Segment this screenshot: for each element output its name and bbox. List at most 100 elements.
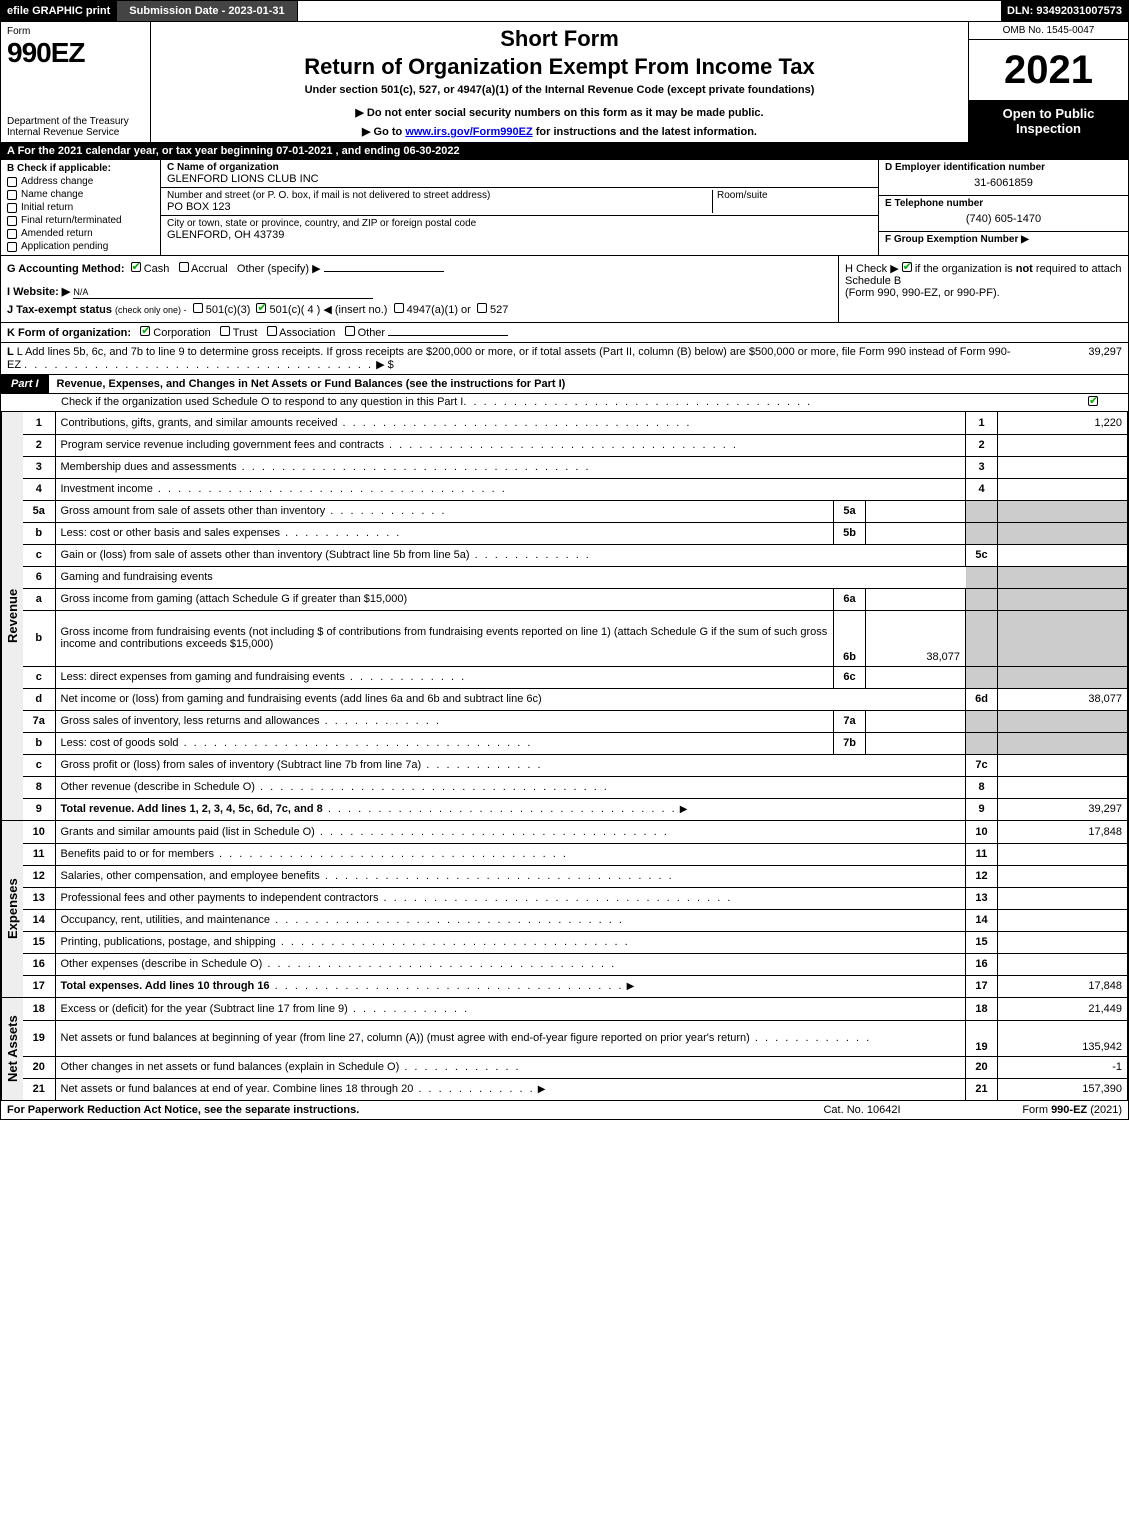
- l5a-sl: 5a: [834, 500, 866, 522]
- line-6c: c Less: direct expenses from gaming and …: [23, 666, 1128, 688]
- l6b-sv: 38,077: [866, 610, 966, 666]
- line-7a: 7a Gross sales of inventory, less return…: [23, 710, 1128, 732]
- block-bcdef: B Check if applicable: Address change Na…: [0, 160, 1129, 256]
- chk-address-change[interactable]: [7, 177, 17, 187]
- line-3: 3 Membership dues and assessments 3: [23, 456, 1128, 478]
- room-suite-label: Room/suite: [712, 190, 872, 213]
- line-5a: 5a Gross amount from sale of assets othe…: [23, 500, 1128, 522]
- l15-amt: [998, 931, 1128, 953]
- chk-schedule-o-part1[interactable]: [1088, 396, 1098, 406]
- row-k: K Form of organization: Corporation Trus…: [0, 323, 1129, 343]
- l5c-desc: Gain or (loss) from sale of assets other…: [55, 544, 966, 566]
- chk-cash[interactable]: [131, 262, 141, 272]
- section-def: D Employer identification number 31-6061…: [878, 160, 1128, 255]
- l4-ln: 4: [966, 478, 998, 500]
- l17-amt: 17,848: [998, 975, 1128, 997]
- l5c-ln: 5c: [966, 544, 998, 566]
- ssn-warning: ▶ Do not enter social security numbers o…: [159, 106, 960, 119]
- l19-num: 19: [23, 1020, 55, 1056]
- l10-num: 10: [23, 821, 55, 843]
- line-4: 4 Investment income 4: [23, 478, 1128, 500]
- l5b-sv: [866, 522, 966, 544]
- line-16: 16 Other expenses (describe in Schedule …: [23, 953, 1128, 975]
- line-11: 11 Benefits paid to or for members 11: [23, 843, 1128, 865]
- gh-left: G Accounting Method: Cash Accrual Other …: [1, 256, 838, 322]
- l7c-ln: 7c: [966, 754, 998, 776]
- chk-application-pending[interactable]: [7, 242, 17, 252]
- line-9: 9 Total revenue. Add lines 1, 2, 3, 4, 5…: [23, 798, 1128, 820]
- l12-amt: [998, 865, 1128, 887]
- l7b-sl: 7b: [834, 732, 866, 754]
- l17-desc: Total expenses. Add lines 10 through 16 …: [55, 975, 966, 997]
- l16-ln: 16: [966, 953, 998, 975]
- chk-name-change[interactable]: [7, 190, 17, 200]
- l3-desc: Membership dues and assessments: [55, 456, 966, 478]
- h-text5: (Form 990, 990-EZ, or 990-PF).: [845, 287, 1000, 299]
- chk-final-return[interactable]: [7, 216, 17, 226]
- chk-527[interactable]: [477, 303, 487, 313]
- irs-link[interactable]: www.irs.gov/Form990EZ: [405, 126, 532, 138]
- chk-corporation[interactable]: [140, 326, 150, 336]
- l5b-num: b: [23, 522, 55, 544]
- top-bar: efile GRAPHIC print Submission Date - 20…: [0, 0, 1129, 22]
- goto-note: ▶ Go to www.irs.gov/Form990EZ for instru…: [159, 125, 960, 138]
- l17-ln: 17: [966, 975, 998, 997]
- l7a-ln-grey: [966, 710, 998, 732]
- revenue-lines: 1 Contributions, gifts, grants, and simi…: [23, 412, 1128, 820]
- chk-schedule-b[interactable]: [902, 262, 912, 272]
- chk-trust[interactable]: [220, 326, 230, 336]
- l19-ln: 19: [966, 1020, 998, 1056]
- lbl-accrual: Accrual: [191, 263, 228, 275]
- l-amount: 39,297: [1022, 346, 1122, 371]
- chk-accrual[interactable]: [179, 262, 189, 272]
- l14-num: 14: [23, 909, 55, 931]
- line-10: 10 Grants and similar amounts paid (list…: [23, 821, 1128, 843]
- l18-num: 18: [23, 998, 55, 1020]
- chk-association[interactable]: [267, 326, 277, 336]
- l2-ln: 2: [966, 434, 998, 456]
- l6b-ln-grey: [966, 610, 998, 666]
- l12-num: 12: [23, 865, 55, 887]
- chk-4947[interactable]: [394, 303, 404, 313]
- l5c-amt: [998, 544, 1128, 566]
- l1-ln: 1: [966, 412, 998, 434]
- l18-amt: 21,449: [998, 998, 1128, 1020]
- chk-501c3[interactable]: [193, 303, 203, 313]
- lbl-amended-return: Amended return: [21, 228, 93, 239]
- part1-title: Revenue, Expenses, and Changes in Net As…: [49, 375, 1128, 393]
- lbl-final-return: Final return/terminated: [21, 215, 122, 226]
- other-specify-field[interactable]: [324, 271, 444, 272]
- l18-ln: 18: [966, 998, 998, 1020]
- revenue-vlabel: Revenue: [1, 412, 23, 820]
- goto-pre: ▶ Go to: [362, 126, 405, 138]
- l3-num: 3: [23, 456, 55, 478]
- part1-header: Part I Revenue, Expenses, and Changes in…: [0, 375, 1129, 394]
- header-right: OMB No. 1545-0047 2021 Open to Public In…: [968, 22, 1128, 142]
- l5b-desc: Less: cost or other basis and sales expe…: [55, 522, 834, 544]
- l8-desc: Other revenue (describe in Schedule O): [55, 776, 966, 798]
- l7c-desc: Gross profit or (loss) from sales of inv…: [55, 754, 966, 776]
- lbl-cash: Cash: [144, 263, 170, 275]
- l6-num: 6: [23, 566, 55, 588]
- chk-initial-return[interactable]: [7, 203, 17, 213]
- chk-amended-return[interactable]: [7, 229, 17, 239]
- ein-value: 31-6061859: [885, 173, 1122, 193]
- l12-desc: Salaries, other compensation, and employ…: [55, 865, 966, 887]
- part1-tab: Part I: [1, 375, 49, 393]
- l7a-num: 7a: [23, 710, 55, 732]
- addr-label: Number and street (or P. O. box, if mail…: [167, 190, 712, 201]
- chk-other-org[interactable]: [345, 326, 355, 336]
- efile-label: efile GRAPHIC print: [1, 1, 117, 21]
- line-13: 13 Professional fees and other payments …: [23, 887, 1128, 909]
- group-exemption-label: F Group Exemption Number ▶: [885, 234, 1122, 245]
- other-org-field[interactable]: [388, 335, 508, 336]
- footer-left: For Paperwork Reduction Act Notice, see …: [7, 1104, 762, 1116]
- row-l: L L Add lines 5b, 6c, and 7b to line 9 t…: [0, 343, 1129, 375]
- l6d-ln: 6d: [966, 688, 998, 710]
- part1-sub-text: Check if the organization used Schedule …: [61, 396, 463, 409]
- chk-501c[interactable]: [256, 303, 266, 313]
- l3-ln: 3: [966, 456, 998, 478]
- l7b-num: b: [23, 732, 55, 754]
- l7a-desc: Gross sales of inventory, less returns a…: [55, 710, 834, 732]
- header-middle: Short Form Return of Organization Exempt…: [151, 22, 968, 142]
